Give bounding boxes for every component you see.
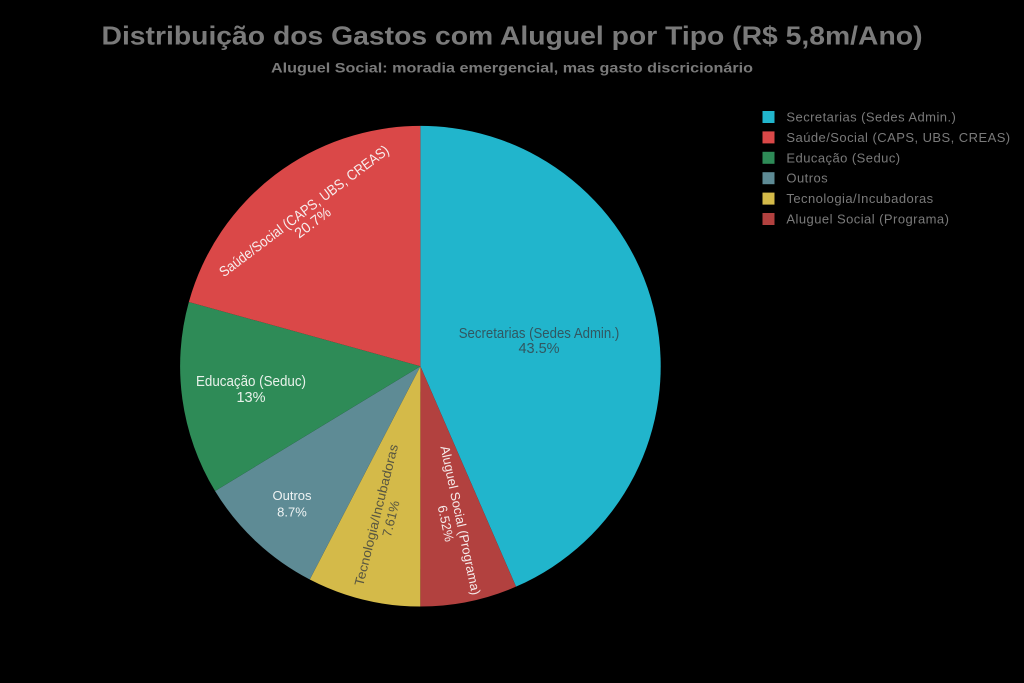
svg-text:Educação (Seduc): Educação (Seduc): [786, 150, 900, 165]
svg-text:Outros: Outros: [272, 488, 312, 503]
svg-text:13%: 13%: [236, 390, 265, 406]
svg-text:Saúde/Social (CAPS, UBS, CREAS: Saúde/Social (CAPS, UBS, CREAS): [786, 130, 1010, 145]
svg-text:Distribuição dos Gastos com Al: Distribuição dos Gastos com Aluguel por …: [102, 21, 923, 51]
svg-text:Secretarias (Sedes Admin.): Secretarias (Sedes Admin.): [786, 110, 956, 125]
svg-text:Outros: Outros: [786, 171, 828, 186]
svg-text:Aluguel Social (Programa): Aluguel Social (Programa): [786, 212, 949, 227]
svg-text:Tecnologia/Incubadoras: Tecnologia/Incubadoras: [786, 191, 933, 206]
svg-text:8.7%: 8.7%: [277, 504, 307, 519]
svg-text:Secretarias (Sedes Admin.): Secretarias (Sedes Admin.): [459, 326, 620, 342]
svg-text:Educação (Seduc): Educação (Seduc): [196, 374, 306, 390]
svg-text:43.5%: 43.5%: [518, 341, 559, 357]
svg-text:Aluguel Social: moradia emerge: Aluguel Social: moradia emergencial, mas…: [271, 60, 753, 76]
